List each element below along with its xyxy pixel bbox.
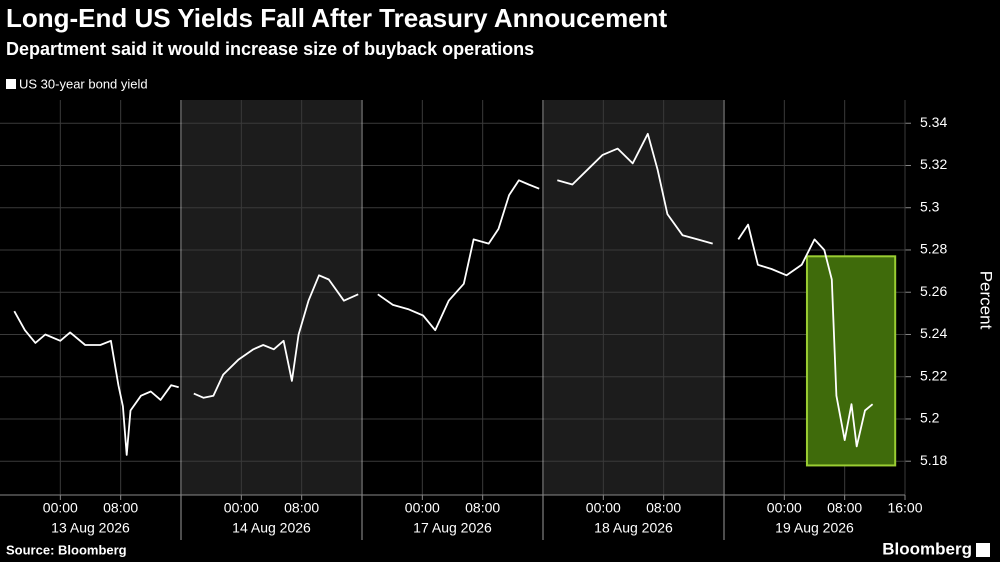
chart-subtitle: Department said it would increase size o… [6,39,534,59]
brand-mark [976,543,990,557]
legend-swatch [6,79,16,89]
x-tick-label: 00:00 [586,500,621,516]
chart-title: Long-End US Yields Fall After Treasury A… [6,3,668,33]
yield-line [737,223,874,448]
y-axis-label: Percent [977,271,996,330]
panel-date: 18 Aug 2026 [594,520,673,536]
x-tick-label: 08:00 [284,500,319,516]
x-tick-label: 16:00 [887,500,922,516]
y-tick-label: 5.32 [920,156,947,172]
panel-date: 13 Aug 2026 [51,520,130,536]
yield-line [377,179,540,332]
y-tick-label: 5.3 [920,198,940,214]
brand-logo: Bloomberg [882,539,972,558]
panel-date: 14 Aug 2026 [232,520,311,536]
x-tick-label: 00:00 [767,500,802,516]
x-tick-label: 00:00 [405,500,440,516]
x-tick-label: 08:00 [465,500,500,516]
x-tick-label: 08:00 [646,500,681,516]
panel-shade [182,100,361,495]
x-tick-label: 08:00 [827,500,862,516]
yield-line [13,310,179,456]
panel-date: 17 Aug 2026 [413,520,492,536]
y-tick-label: 5.26 [920,283,947,299]
y-tick-label: 5.34 [920,114,947,130]
source: Source: Bloomberg [6,542,127,557]
y-tick-label: 5.28 [920,241,947,257]
x-tick-label: 00:00 [43,500,78,516]
highlight-box [805,255,897,467]
panel-date: 19 Aug 2026 [775,520,854,536]
panel-shade [544,100,723,495]
x-tick-label: 08:00 [103,500,138,516]
y-tick-label: 5.24 [920,325,947,341]
y-tick-label: 5.22 [920,367,947,383]
legend-label: US 30-year bond yield [19,76,148,91]
plot-area [0,100,911,540]
x-tick-label: 00:00 [224,500,259,516]
y-tick-label: 5.2 [920,410,940,426]
yield-line [193,274,359,399]
yield-line [557,132,713,245]
y-tick-label: 5.18 [920,452,947,468]
